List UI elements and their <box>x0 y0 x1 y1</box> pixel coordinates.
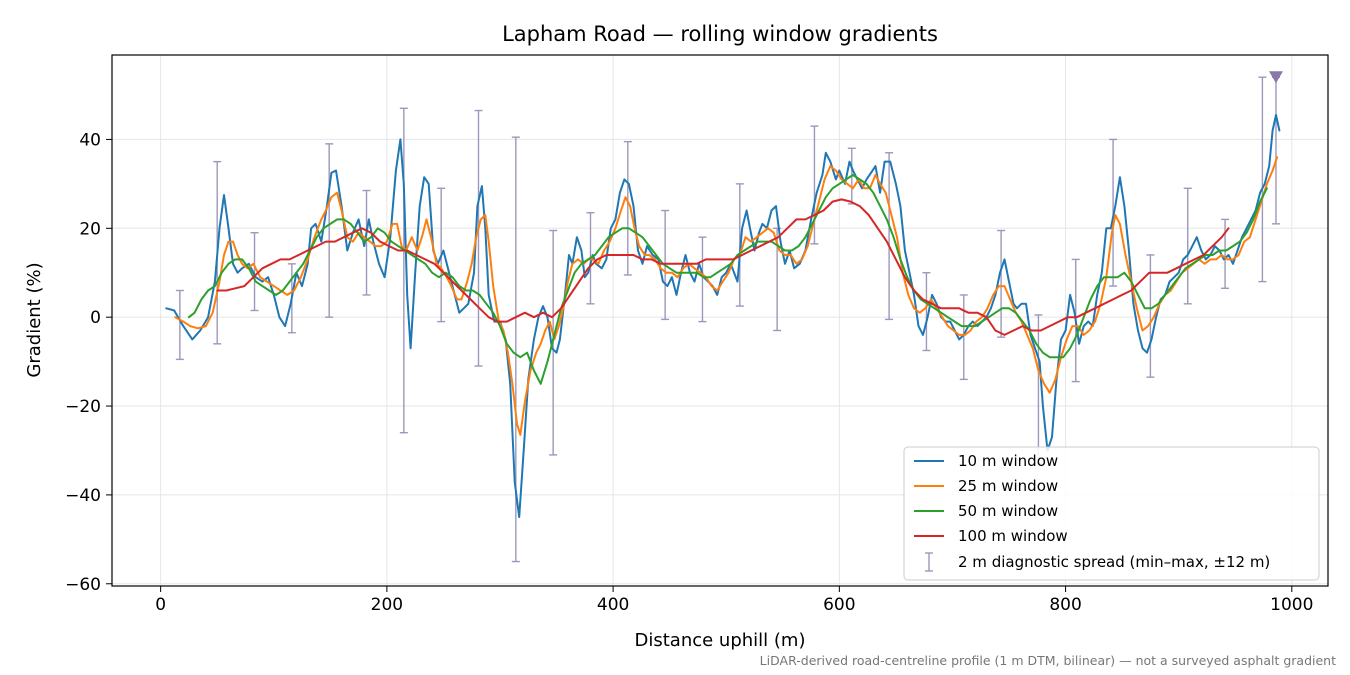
errorbar <box>1146 254 1155 378</box>
errorbar <box>922 272 931 352</box>
y-tick-label: −20 <box>65 397 101 417</box>
x-tick-label: 0 <box>155 595 166 615</box>
errorbar <box>250 232 259 312</box>
legend-label-50m: 50 m window <box>958 502 1058 520</box>
errorbar <box>474 109 483 367</box>
errorbar <box>698 236 707 323</box>
legend-label-100m: 100 m window <box>958 527 1068 545</box>
plot-frame <box>111 54 1329 587</box>
x-tick-label: 200 <box>371 595 403 615</box>
legend-swatch-errorbar <box>925 552 933 572</box>
legend: 10 m window 25 m window 50 m window 100 … <box>903 446 1320 581</box>
axis-ticks: 0 200 400 600 800 1000 −60 −40 −20 0 20 40 <box>65 130 1313 615</box>
chart-title: Lapham Road — rolling window gradients <box>502 22 938 46</box>
x-tick-label: 400 <box>597 595 629 615</box>
series-line-50-m-window <box>187 174 1268 385</box>
errorbar <box>1183 187 1192 305</box>
legend-label-25m: 25 m window <box>958 477 1058 495</box>
x-tick-label: 600 <box>823 595 855 615</box>
y-axis-label: Gradient (%) <box>24 262 45 377</box>
x-tick-label: 800 <box>1049 595 1081 615</box>
legend-box <box>903 446 1320 581</box>
max-gradient-marker <box>1268 71 1283 84</box>
y-tick-label: 0 <box>90 308 101 328</box>
y-tick-label: 40 <box>79 130 101 150</box>
footnote: LiDAR-derived road-centreline profile (1… <box>760 653 1336 668</box>
errorbar <box>997 229 1006 338</box>
errorbar <box>325 143 334 318</box>
errorbar <box>1258 76 1267 283</box>
errorbar <box>623 140 632 276</box>
errorbar <box>1221 218 1230 289</box>
series-line-25-m-window <box>174 156 1279 436</box>
grid-lines <box>112 55 1328 586</box>
x-axis-label: Distance uphill (m) <box>635 630 806 651</box>
x-tick-label: 1000 <box>1270 595 1313 615</box>
errorbar <box>885 152 894 321</box>
errorbar <box>959 294 968 381</box>
series-line-100-m-window <box>216 198 1230 336</box>
legend-label-errorbar: 2 m diagnostic spread (min–max, ±12 m) <box>958 553 1270 571</box>
series-lines <box>165 114 1281 519</box>
errorbar <box>810 125 819 245</box>
errorbar <box>175 289 184 361</box>
errorbar <box>399 107 408 434</box>
y-tick-label: 20 <box>79 219 101 239</box>
max-marker-layer <box>1268 71 1283 84</box>
y-tick-label: −40 <box>65 486 101 506</box>
errorbar <box>362 189 371 296</box>
legend-label-10m: 10 m window <box>958 452 1058 470</box>
y-tick-label: −60 <box>65 575 101 595</box>
